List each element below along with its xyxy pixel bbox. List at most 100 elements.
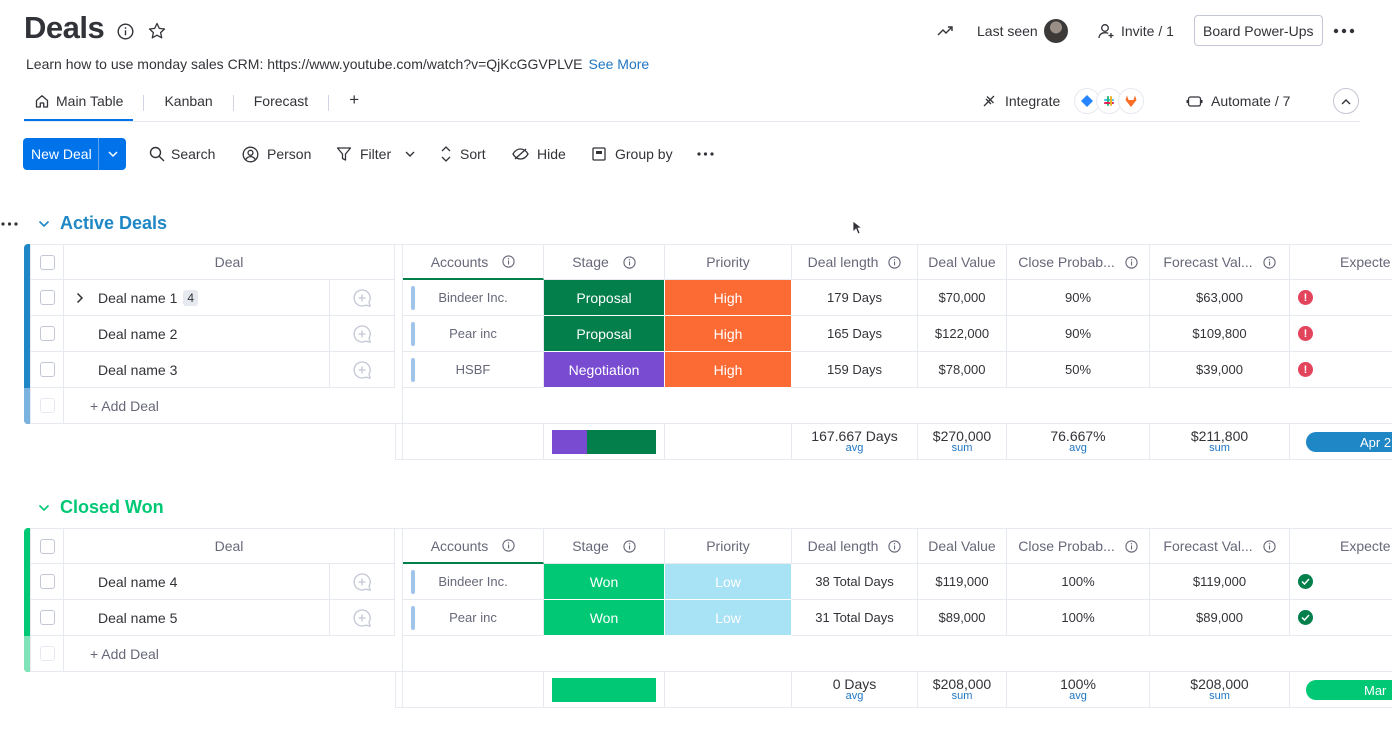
board-power-ups-button[interactable]: Board Power-Ups <box>1194 15 1323 46</box>
subitems-count-badge[interactable]: 4 <box>183 289 199 306</box>
info-icon[interactable] <box>502 539 515 552</box>
expected-close-cell[interactable] <box>1290 600 1392 636</box>
info-icon[interactable] <box>1125 539 1138 553</box>
column-header-expected[interactable]: Expecte <box>1290 244 1392 280</box>
column-header-close-probability[interactable]: Close Probab... <box>1007 244 1150 280</box>
info-icon[interactable] <box>888 539 902 553</box>
add-comment-icon[interactable] <box>352 324 372 344</box>
info-icon[interactable] <box>623 255 636 269</box>
column-header-accounts[interactable]: Accounts <box>403 528 544 564</box>
expected-summary[interactable]: Mar <box>1290 672 1392 708</box>
column-header-forecast-value[interactable]: Forecast Val... <box>1150 528 1290 564</box>
deal-value[interactable]: $70,000 <box>918 280 1007 316</box>
timeline-summary-pill[interactable]: Mar <box>1306 680 1392 700</box>
automate-button[interactable]: Automate / 7 <box>1186 88 1290 114</box>
chevron-down-icon[interactable] <box>38 220 50 228</box>
deal-value-summary[interactable]: $270,000 sum <box>918 424 1007 460</box>
group-header-active[interactable]: Active Deals <box>38 213 167 234</box>
add-update-cell[interactable] <box>330 564 395 600</box>
stage-distribution-summary[interactable] <box>544 424 665 460</box>
info-icon[interactable] <box>1262 539 1276 553</box>
deal-length-value[interactable]: 38 Total Days <box>792 564 918 600</box>
add-comment-icon[interactable] <box>352 288 372 308</box>
deal-length-value[interactable]: 159 Days <box>792 352 918 388</box>
add-update-cell[interactable] <box>330 352 395 388</box>
last-seen[interactable]: Last seen <box>977 16 1068 46</box>
row-select-cell[interactable] <box>30 316 64 352</box>
forecast-value[interactable]: $119,000 <box>1150 564 1290 600</box>
deal-value[interactable]: $89,000 <box>918 600 1007 636</box>
stage-status[interactable]: Won <box>544 564 665 600</box>
expected-close-cell[interactable]: ! <box>1290 280 1392 316</box>
deal-value[interactable]: $122,000 <box>918 316 1007 352</box>
column-header-forecast-value[interactable]: Forecast Val... <box>1150 244 1290 280</box>
stage-status[interactable]: Won <box>544 600 665 636</box>
info-icon[interactable] <box>502 255 515 268</box>
select-all-checkbox[interactable] <box>39 254 55 270</box>
collapse-header-button[interactable] <box>1333 88 1359 114</box>
chevron-down-icon[interactable] <box>38 504 50 512</box>
priority-status[interactable]: Low <box>665 600 792 636</box>
add-comment-icon[interactable] <box>352 608 372 628</box>
row-checkbox[interactable] <box>39 362 55 377</box>
column-header-deal-value[interactable]: Deal Value <box>918 244 1007 280</box>
row-select-cell[interactable] <box>30 564 64 600</box>
group-title[interactable]: Active Deals <box>60 213 168 233</box>
column-header-deal-length[interactable]: Deal length <box>792 244 918 280</box>
chevron-down-icon[interactable] <box>405 151 415 158</box>
person-filter-button[interactable]: Person <box>242 138 311 170</box>
account-cell[interactable]: Bindeer Inc. <box>403 564 544 600</box>
forecast-value[interactable]: $109,800 <box>1150 316 1290 352</box>
integrate-button[interactable]: Integrate <box>981 88 1145 114</box>
row-select-cell[interactable] <box>30 352 64 388</box>
select-all-checkbox[interactable] <box>39 538 55 554</box>
deal-name[interactable]: Deal name 5 <box>98 609 178 626</box>
stage-status[interactable]: Proposal <box>544 316 665 352</box>
column-header-close-probability[interactable]: Close Probab... <box>1007 528 1150 564</box>
activity-button[interactable] <box>936 16 954 46</box>
deal-value-summary[interactable]: $208,000 sum <box>918 672 1007 708</box>
add-comment-icon[interactable] <box>352 360 372 380</box>
account-cell[interactable]: Bindeer Inc. <box>403 280 544 316</box>
account-cell[interactable]: HSBF <box>403 352 544 388</box>
avatar[interactable] <box>1043 19 1068 43</box>
expected-close-cell[interactable]: ! <box>1290 352 1392 388</box>
table-row[interactable]: Deal name 5 <box>64 600 330 636</box>
close-probability[interactable]: 100% <box>1007 600 1150 636</box>
forecast-value[interactable]: $63,000 <box>1150 280 1290 316</box>
row-select-cell[interactable] <box>30 600 64 636</box>
deal-length-value[interactable]: 31 Total Days <box>792 600 918 636</box>
add-comment-icon[interactable] <box>352 572 372 592</box>
account-cell[interactable]: Pear inc <box>403 316 544 352</box>
info-icon[interactable] <box>1125 255 1138 269</box>
forecast-value[interactable]: $39,000 <box>1150 352 1290 388</box>
group-menu-icon[interactable] <box>0 218 18 230</box>
expected-close-cell[interactable] <box>1290 564 1392 600</box>
table-row[interactable]: Deal name 2 <box>64 316 330 352</box>
select-all-cell[interactable] <box>30 528 64 564</box>
more-options-icon[interactable] <box>1332 22 1356 40</box>
new-deal-button[interactable]: New Deal <box>23 138 126 170</box>
priority-status[interactable]: High <box>665 316 792 352</box>
priority-status[interactable]: High <box>665 280 792 316</box>
stage-status[interactable]: Negotiation <box>544 352 665 388</box>
deal-value[interactable]: $78,000 <box>918 352 1007 388</box>
close-probability-summary[interactable]: 76.667% avg <box>1007 424 1150 460</box>
filter-button[interactable]: Filter <box>336 138 415 170</box>
table-row[interactable]: Deal name 3 <box>64 352 330 388</box>
deal-length-summary[interactable]: 167.667 Days avg <box>792 424 918 460</box>
info-icon[interactable] <box>623 539 636 553</box>
info-icon[interactable] <box>116 22 134 40</box>
chevron-right-icon[interactable] <box>76 292 84 304</box>
column-header-deal[interactable]: Deal <box>64 528 395 564</box>
deal-length-value[interactable]: 179 Days <box>792 280 918 316</box>
account-cell[interactable]: Pear inc <box>403 600 544 636</box>
expected-summary[interactable]: Apr 2 <box>1290 424 1392 460</box>
deal-length-summary[interactable]: 0 Days avg <box>792 672 918 708</box>
forecast-value[interactable]: $89,000 <box>1150 600 1290 636</box>
column-header-deal[interactable]: Deal <box>64 244 395 280</box>
hide-button[interactable]: Hide <box>512 138 566 170</box>
column-header-expected[interactable]: Expecte <box>1290 528 1392 564</box>
priority-status[interactable]: Low <box>665 564 792 600</box>
close-probability[interactable]: 90% <box>1007 316 1150 352</box>
